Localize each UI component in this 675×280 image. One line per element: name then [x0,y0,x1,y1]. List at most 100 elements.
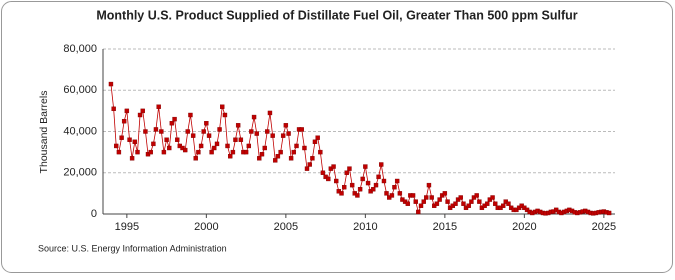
data-point [119,135,124,140]
data-point [318,149,323,155]
data-point [493,201,498,206]
data-point [421,199,426,204]
data-point [288,156,294,161]
data-point [312,139,318,145]
x-tick-label: 2005 [274,221,298,233]
data-point [453,201,458,206]
data-point [506,201,511,206]
data-point [469,199,474,204]
data-point [304,166,310,171]
data-point [143,129,148,134]
data-point [233,137,238,142]
data-point [363,164,368,169]
data-point [206,133,212,138]
data-point [437,197,442,202]
data-point [212,145,217,151]
data-point [235,123,241,128]
data-point [381,178,387,184]
data-point [392,184,397,190]
data-point [111,106,116,112]
data-point [426,182,432,188]
data-point [262,145,267,151]
y-tick-label: 60,000 [63,84,97,96]
data-point [198,143,204,149]
data-point [113,143,119,149]
data-point [331,164,336,169]
data-point [132,139,138,145]
y-tick-label: 0 [91,208,97,220]
data-point [209,149,214,155]
data-point [389,193,395,198]
data-point [230,149,236,155]
x-tick-label: 2025 [592,221,616,233]
data-point [376,174,381,180]
chart-title: Monthly U.S. Product Supplied of Distill… [96,8,577,22]
data-point [445,199,450,204]
data-point [249,129,254,134]
y-axis-label: Thousand Barrels [38,91,50,174]
x-tick-label: 2000 [194,221,218,233]
x-tick-label: 2020 [512,221,536,233]
data-point [220,104,225,109]
x-tick-label: 2010 [353,221,377,233]
data-point [461,201,466,206]
data-point [169,121,175,126]
data-point [307,162,312,167]
data-point [326,176,331,182]
data-point [291,149,297,155]
data-point [410,193,416,198]
data-point [310,156,315,161]
data-point [434,201,440,206]
data-point [384,191,389,196]
data-point [148,149,153,155]
data-point [196,149,201,155]
frame [1,1,673,273]
data-point [267,110,273,116]
data-point [344,170,349,175]
data-point [159,129,164,134]
data-point [188,112,193,118]
data-point [254,131,259,136]
data-point [246,143,252,149]
data-point [243,149,249,155]
data-point [418,203,424,208]
data-point [251,114,257,120]
data-point [349,182,355,188]
data-point [413,199,418,204]
data-point [204,121,209,126]
data-point [299,127,304,132]
data-point [347,166,352,171]
data-point [320,170,326,175]
data-point [270,133,275,138]
data-point [280,133,286,138]
data-point [228,154,233,159]
data-point [357,187,363,192]
data-point [183,147,188,153]
data-point [485,201,490,206]
data-point [394,178,400,184]
data-point [225,143,230,149]
data-point [127,137,132,142]
data-point [175,137,180,142]
data-point [355,193,360,198]
data-point [286,131,291,136]
data-point [442,191,448,196]
data-point [135,149,140,155]
data-point [342,184,347,190]
data-point [137,112,143,118]
x-tick-label: 1995 [115,221,139,233]
data-point [190,133,196,138]
data-point [474,193,479,198]
data-point [185,129,190,134]
data-point [275,154,281,159]
data-point [156,104,161,109]
data-point [429,195,434,200]
data-point [273,158,278,163]
data-point [373,182,379,188]
data-point [334,178,339,184]
data-point [294,143,299,149]
data-point [121,118,127,124]
data-point [214,141,220,147]
data-point [129,156,135,161]
